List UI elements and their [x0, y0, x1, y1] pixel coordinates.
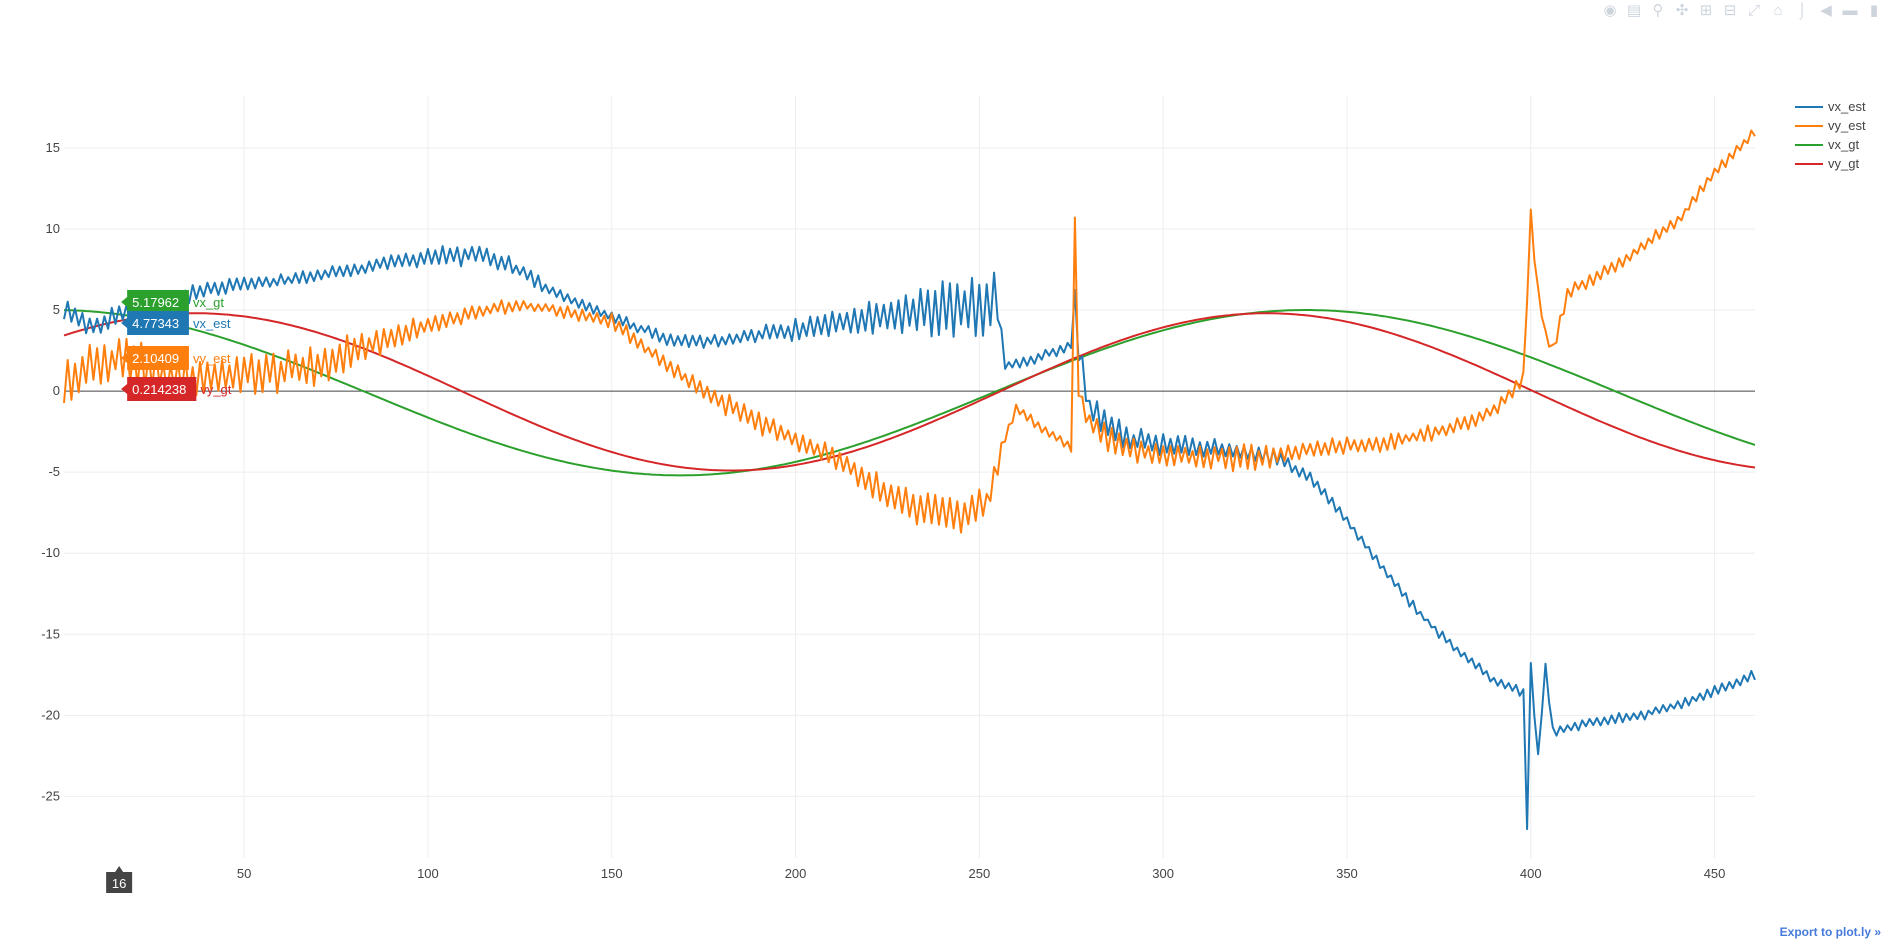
hover-tooltips: 16 5.17962 vx_gt 4.77343 vx_est 2.10409 vy_est… — [106, 290, 232, 893]
zoom-in-icon[interactable]: ⊞ — [1699, 2, 1713, 19]
pan-icon[interactable]: ✣ — [1675, 2, 1689, 19]
save-icon[interactable]: ▤ — [1626, 2, 1642, 19]
series-line-vy-est[interactable] — [63, 129, 1756, 534]
legend[interactable]: vx_est vy_est vx_gt vy_gt — [1795, 99, 1866, 171]
hover-label-vx-gt: 5.17962 vx_gt — [121, 290, 224, 314]
hover-label-vy-est: 2.10409 vy_est — [121, 346, 231, 370]
legend-label: vy_gt — [1828, 156, 1859, 171]
x-hover-box — [106, 866, 133, 893]
hover-compare-icon[interactable]: ▬ — [1842, 1, 1858, 19]
x-tick-label: 250 — [968, 866, 990, 881]
legend-item-vy-est[interactable]: vy_est — [1795, 118, 1866, 133]
export-to-plotly-link[interactable]: Export to plot.ly » — [1779, 925, 1881, 939]
y-tick-label: -5 — [48, 464, 60, 479]
hover-label-vy-gt: 0.214238 vy_gt — [121, 377, 232, 401]
camera-icon[interactable]: ◉ — [1603, 2, 1617, 19]
grid-lines — [64, 96, 1755, 858]
hover-label-vx-est: 4.77343 vx_est — [121, 311, 231, 335]
hover-value: 5.17962 — [132, 295, 179, 310]
series-line-vx-est[interactable] — [63, 245, 1756, 831]
x-tick-label: 100 — [417, 866, 439, 881]
x-tick-label: 350 — [1336, 866, 1358, 881]
hover-value: 0.214238 — [132, 382, 186, 397]
series-lines[interactable] — [63, 129, 1756, 831]
y-tick-label: -15 — [41, 626, 60, 641]
hover-value-box — [121, 311, 189, 335]
legend-item-vy-gt[interactable]: vy_gt — [1795, 156, 1859, 171]
legend-label: vx_gt — [1828, 137, 1859, 152]
legend-label: vy_est — [1828, 118, 1866, 133]
hover-value: 4.77343 — [132, 316, 179, 331]
plotly-logo-icon[interactable]: ▮ — [1869, 2, 1879, 19]
modebar[interactable]: ◉ ▤ ⚲ ✣ ⊞ ⊟ ⤢ ⌂ ⌡ ◀ ▬ ▮ — [1601, 1, 1883, 20]
hover-value-box — [121, 346, 189, 370]
x-tick-label: 450 — [1704, 866, 1726, 881]
legend-item-vx-gt[interactable]: vx_gt — [1795, 137, 1859, 152]
y-tick-label: -25 — [41, 788, 60, 803]
hover-closest-icon[interactable]: ◀ — [1820, 2, 1832, 19]
x-hover-text: 16 — [112, 876, 126, 891]
x-tick-label: 200 — [785, 866, 807, 881]
x-tick-label: 150 — [601, 866, 623, 881]
hover-value: 2.10409 — [132, 351, 179, 366]
y-tick-label: 15 — [46, 140, 60, 155]
x-tick-label: 300 — [1152, 866, 1174, 881]
hover-series-name: vx_est — [193, 316, 231, 331]
y-tick-label: -20 — [41, 707, 60, 722]
series-line-vy-gt[interactable] — [63, 312, 1756, 472]
x-tick-label: 50 — [237, 866, 251, 881]
x-hover-label: 16 — [106, 866, 133, 893]
series-line-vx-gt[interactable] — [63, 309, 1756, 477]
y-tick-label: 5 — [53, 302, 60, 317]
reset-axes-icon[interactable]: ⌂ — [1773, 1, 1783, 19]
y-tick-label: 0 — [53, 383, 60, 398]
autoscale-icon[interactable]: ⤢ — [1747, 1, 1760, 19]
hover-value-box — [121, 377, 197, 401]
hover-value-box — [121, 290, 189, 314]
y-axis-ticks: 15 10 5 0 -5 -10 -15 -20 -25 — [41, 140, 60, 804]
hover-series-name: vx_gt — [193, 295, 224, 310]
spike-icon[interactable]: ⌡ — [1797, 1, 1807, 19]
legend-label: vx_est — [1828, 99, 1866, 114]
x-axis-ticks: 50 100 150 200 250 300 350 400 450 — [237, 866, 1726, 881]
hover-series-name: vy_est — [193, 351, 231, 366]
y-tick-label: 10 — [46, 221, 60, 236]
zoom-out-icon[interactable]: ⊟ — [1723, 2, 1737, 19]
y-tick-label: -10 — [41, 545, 60, 560]
x-tick-label: 400 — [1520, 866, 1542, 881]
legend-item-vx-est[interactable]: vx_est — [1795, 99, 1866, 114]
hover-series-name: vy_gt — [200, 382, 231, 397]
zoom-icon[interactable]: ⚲ — [1652, 2, 1664, 19]
